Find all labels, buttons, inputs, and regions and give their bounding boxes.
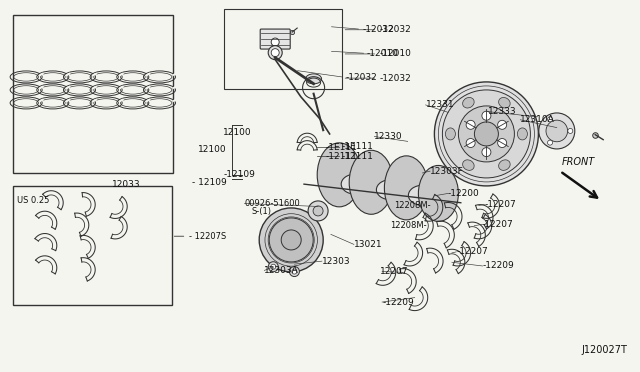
Text: -12010: -12010 bbox=[367, 49, 399, 58]
Text: 12208M-: 12208M- bbox=[390, 221, 427, 230]
Text: -12207: -12207 bbox=[484, 200, 516, 209]
Circle shape bbox=[474, 122, 499, 146]
Text: 00926-51600: 00926-51600 bbox=[244, 199, 300, 208]
Ellipse shape bbox=[463, 160, 474, 170]
Text: -12032: -12032 bbox=[380, 25, 411, 34]
Text: 12207: 12207 bbox=[380, 267, 408, 276]
Text: 12208M-: 12208M- bbox=[394, 201, 430, 210]
Circle shape bbox=[442, 90, 531, 178]
Circle shape bbox=[281, 230, 301, 250]
Text: - 12109: - 12109 bbox=[192, 178, 227, 187]
Ellipse shape bbox=[341, 174, 369, 194]
Circle shape bbox=[546, 120, 568, 142]
Text: 12033: 12033 bbox=[113, 180, 141, 189]
Circle shape bbox=[548, 140, 552, 145]
Ellipse shape bbox=[499, 160, 510, 170]
Circle shape bbox=[268, 262, 278, 272]
Text: -12207: -12207 bbox=[482, 220, 514, 229]
Ellipse shape bbox=[499, 97, 510, 108]
Ellipse shape bbox=[419, 166, 458, 221]
Circle shape bbox=[539, 113, 575, 149]
Text: -12032: -12032 bbox=[362, 25, 394, 33]
Text: -12200: -12200 bbox=[448, 189, 480, 198]
Text: - 12207S: - 12207S bbox=[189, 232, 226, 241]
Text: 12303F: 12303F bbox=[430, 167, 464, 176]
Circle shape bbox=[482, 148, 491, 157]
Text: 12100: 12100 bbox=[198, 145, 227, 154]
Text: 13021: 13021 bbox=[354, 240, 383, 249]
Circle shape bbox=[269, 218, 313, 262]
Circle shape bbox=[313, 206, 323, 216]
Circle shape bbox=[259, 208, 323, 272]
Ellipse shape bbox=[376, 180, 404, 200]
Circle shape bbox=[466, 120, 475, 129]
FancyBboxPatch shape bbox=[260, 29, 290, 49]
Text: 12303A: 12303A bbox=[264, 266, 299, 275]
Circle shape bbox=[268, 46, 282, 60]
Text: -12209: -12209 bbox=[382, 298, 414, 307]
Text: 12100: 12100 bbox=[223, 128, 252, 137]
Circle shape bbox=[458, 106, 515, 162]
Circle shape bbox=[498, 120, 507, 129]
Circle shape bbox=[271, 49, 279, 57]
Ellipse shape bbox=[408, 185, 436, 205]
Circle shape bbox=[482, 111, 491, 120]
Text: FRONT: FRONT bbox=[562, 157, 595, 167]
Text: S-(1): S-(1) bbox=[252, 207, 271, 216]
Ellipse shape bbox=[306, 74, 322, 84]
Circle shape bbox=[466, 138, 475, 148]
Bar bbox=[13, 186, 172, 305]
Circle shape bbox=[271, 38, 279, 46]
Text: -12032: -12032 bbox=[380, 74, 411, 83]
Text: -12032: -12032 bbox=[346, 73, 378, 81]
Text: -12209: -12209 bbox=[483, 262, 515, 270]
Text: -12111: -12111 bbox=[341, 152, 373, 161]
Circle shape bbox=[289, 267, 300, 276]
Text: 12330: 12330 bbox=[374, 132, 403, 141]
Bar bbox=[13, 15, 173, 173]
Circle shape bbox=[308, 201, 328, 221]
Ellipse shape bbox=[463, 97, 474, 108]
Ellipse shape bbox=[517, 128, 527, 140]
Text: J120027T: J120027T bbox=[581, 345, 627, 355]
Text: -1E111: -1E111 bbox=[341, 142, 373, 151]
Ellipse shape bbox=[445, 128, 456, 140]
Circle shape bbox=[568, 128, 573, 134]
Circle shape bbox=[292, 269, 297, 274]
Text: -12207: -12207 bbox=[456, 247, 488, 256]
Text: 12333: 12333 bbox=[488, 107, 516, 116]
Ellipse shape bbox=[349, 150, 393, 214]
Ellipse shape bbox=[317, 143, 361, 207]
Bar bbox=[224, 9, 342, 89]
Text: -12111: -12111 bbox=[325, 153, 357, 161]
Circle shape bbox=[271, 264, 276, 269]
Text: -12010: -12010 bbox=[380, 49, 412, 58]
Text: 12303: 12303 bbox=[322, 257, 351, 266]
Ellipse shape bbox=[385, 156, 428, 220]
Circle shape bbox=[548, 117, 552, 122]
Text: 12331: 12331 bbox=[426, 100, 454, 109]
Circle shape bbox=[435, 82, 538, 186]
Text: -12109: -12109 bbox=[224, 170, 256, 179]
Text: 12310A: 12310A bbox=[520, 115, 555, 124]
Text: -1E111: -1E111 bbox=[325, 143, 357, 152]
Text: US 0.25: US 0.25 bbox=[17, 196, 49, 205]
Circle shape bbox=[498, 138, 507, 148]
